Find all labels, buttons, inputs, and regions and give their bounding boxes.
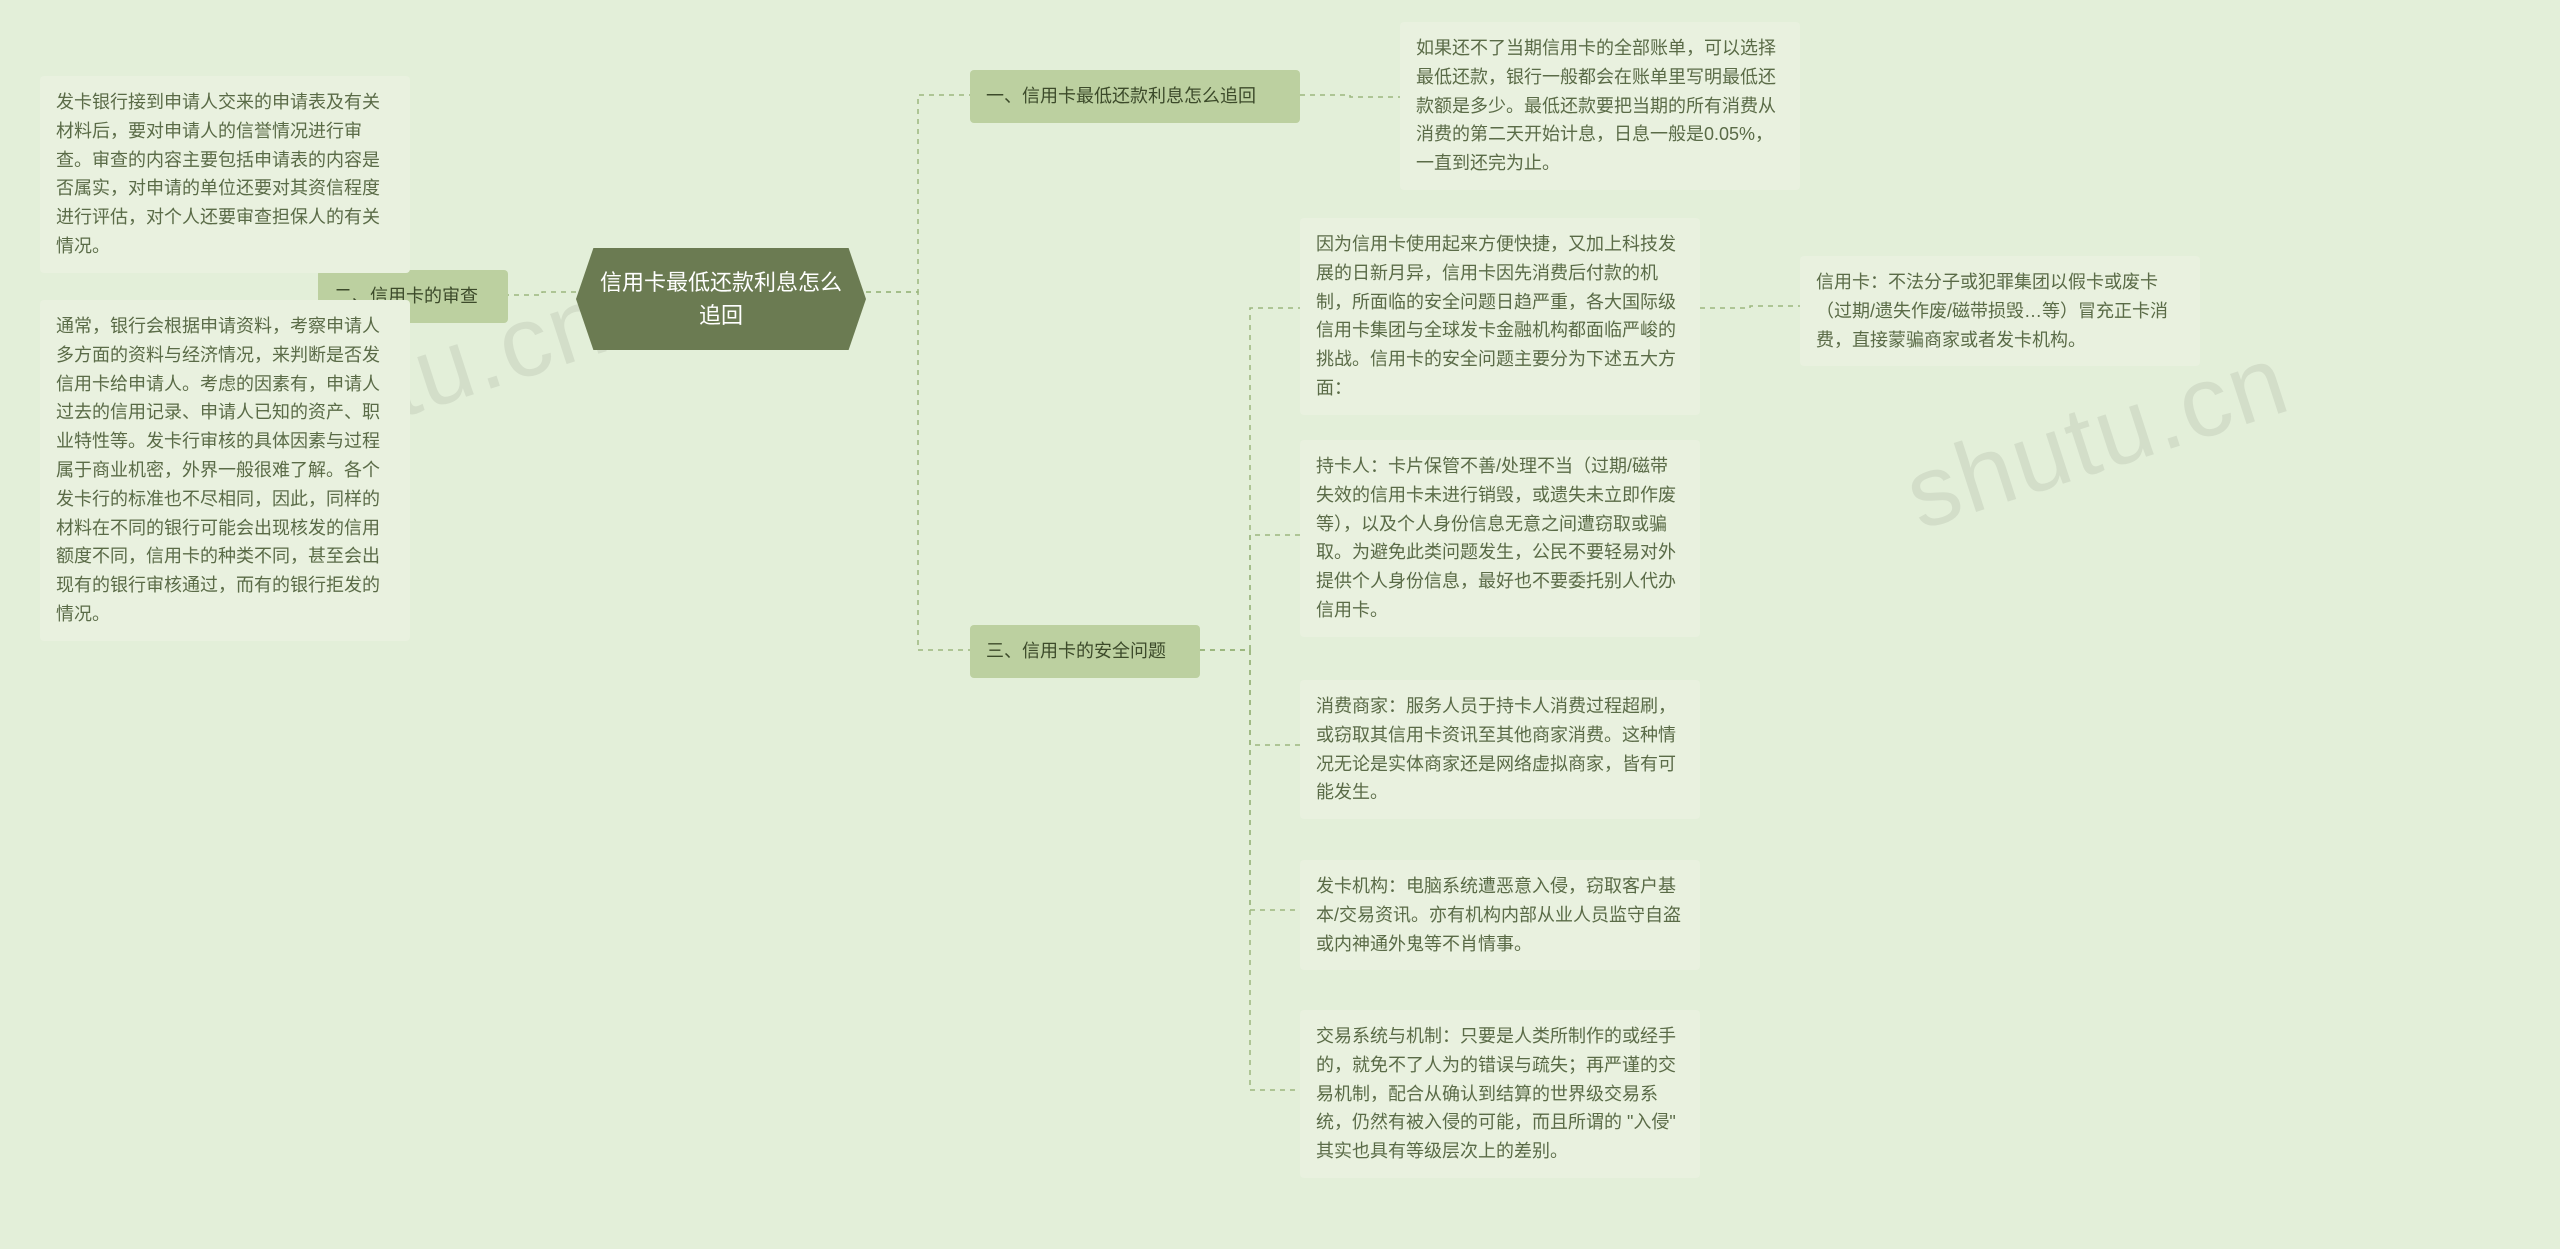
branch-node[interactable]: 一、信用卡最低还款利息怎么追回: [970, 70, 1300, 123]
leaf-node[interactable]: 消费商家：服务人员于持卡人消费过程超刷，或窃取其信用卡资讯至其他商家消费。这种情…: [1300, 680, 1700, 819]
leaf-node[interactable]: 如果还不了当期信用卡的全部账单，可以选择最低还款，银行一般都会在账单里写明最低还…: [1400, 22, 1800, 190]
leaf-node[interactable]: 发卡机构：电脑系统遭恶意入侵，窃取客户基本/交易资讯。亦有机构内部从业人员监守自…: [1300, 860, 1700, 970]
leaf-node[interactable]: 信用卡：不法分子或犯罪集团以假卡或废卡（过期/遗失作废/磁带损毁…等）冒充正卡消…: [1800, 256, 2200, 366]
leaf-node[interactable]: 持卡人：卡片保管不善/处理不当（过期/磁带失效的信用卡未进行销毁，或遗失未立即作…: [1300, 440, 1700, 637]
leaf-node[interactable]: 交易系统与机制：只要是人类所制作的或经手的，就免不了人为的错误与疏失；再严谨的交…: [1300, 1010, 1700, 1178]
leaf-node[interactable]: 通常，银行会根据申请资料，考察申请人多方面的资料与经济情况，来判断是否发信用卡给…: [40, 300, 410, 641]
leaf-node[interactable]: 发卡银行接到申请人交来的申请表及有关材料后，要对申请人的信誉情况进行审查。审查的…: [40, 76, 410, 273]
mindmap-canvas: shutu.cnshutu.cn信用卡最低还款利息怎么追回一、信用卡最低还款利息…: [0, 0, 2560, 1249]
branch-node[interactable]: 三、信用卡的安全问题: [970, 625, 1200, 678]
root-node[interactable]: 信用卡最低还款利息怎么追回: [576, 248, 866, 350]
leaf-node[interactable]: 因为信用卡使用起来方便快捷，又加上科技发展的日新月异，信用卡因先消费后付款的机制…: [1300, 218, 1700, 415]
